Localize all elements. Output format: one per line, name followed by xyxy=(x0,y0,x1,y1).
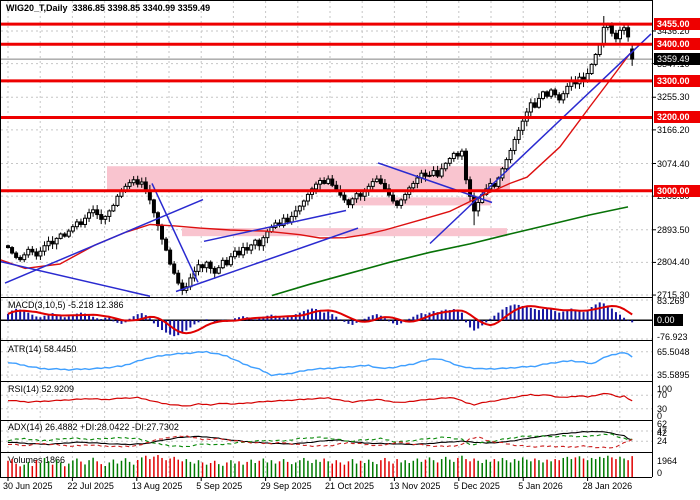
chart-canvas[interactable] xyxy=(0,0,700,500)
trading-terminal-chart-window: WIG20_T,Daily 3386.85 3398.85 3340.99 33… xyxy=(0,0,700,500)
